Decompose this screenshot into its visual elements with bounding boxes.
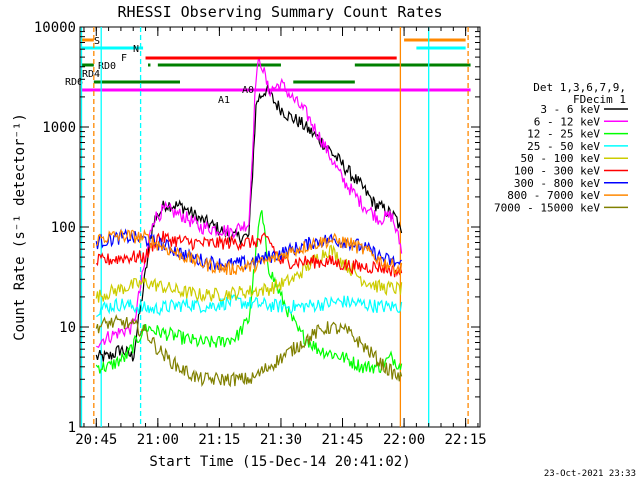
y-tick-label: 100 bbox=[51, 220, 76, 236]
x-tick-label: 21:15 bbox=[198, 432, 240, 448]
legend-label: 300 - 800 keV bbox=[514, 177, 600, 190]
flag-label-rd6: RD6 bbox=[65, 77, 83, 88]
chart-title: RHESSI Observing Summary Count Rates bbox=[117, 3, 442, 21]
x-axis: 20:45 21:00 21:15 21:30 21:45 22:00 22:15 bbox=[75, 27, 487, 448]
series-line-800-7000-kev bbox=[95, 228, 403, 275]
legend-label: 50 - 100 keV bbox=[521, 152, 601, 165]
legend-label: 800 - 7000 keV bbox=[507, 189, 600, 202]
x-tick-label: 22:15 bbox=[445, 432, 487, 448]
x-tick-label: 21:30 bbox=[260, 432, 302, 448]
legend-label: 7000 - 15000 keV bbox=[494, 201, 600, 214]
date-stamp: 23-Oct-2021 23:33 bbox=[544, 469, 636, 479]
vertical-markers bbox=[80, 27, 469, 427]
x-tick-label: 20:45 bbox=[75, 432, 117, 448]
y-tick-label: 10 bbox=[59, 320, 76, 336]
flag-label-rd0: RD0 bbox=[98, 61, 116, 72]
legend-label: 12 - 25 keV bbox=[527, 128, 600, 141]
y-axis: 1 10 100 1000 10000 bbox=[34, 20, 480, 436]
y-tick-label: 1000 bbox=[42, 120, 76, 136]
flag-label-rd4: RD4 bbox=[82, 69, 100, 80]
legend-header: FDecim 1 bbox=[573, 93, 626, 106]
series-line-3-6-kev bbox=[95, 84, 403, 362]
flag-label-a1: A1 bbox=[218, 95, 230, 106]
legend-label: 6 - 12 keV bbox=[534, 115, 601, 128]
flag-label-s: S bbox=[94, 36, 100, 47]
series-line-100-300-kev bbox=[95, 230, 403, 278]
legend-label: 100 - 300 keV bbox=[514, 165, 600, 178]
legend-label: 3 - 6 keV bbox=[540, 103, 600, 116]
series-lines bbox=[95, 59, 403, 388]
x-tick-label: 22:00 bbox=[383, 432, 425, 448]
x-tick-label: 21:45 bbox=[321, 432, 363, 448]
series-line-25-50-kev bbox=[96, 294, 403, 317]
x-tick-label: 21:00 bbox=[137, 432, 179, 448]
legend-label: 25 - 50 keV bbox=[527, 140, 600, 153]
series-line-7000-15000-kev bbox=[95, 314, 403, 388]
y-tick-label: 1 bbox=[68, 420, 76, 436]
flag-label-n: N bbox=[133, 44, 139, 55]
flag-label-a0: A0 bbox=[242, 85, 254, 96]
series-line-50-100-kev bbox=[95, 244, 403, 303]
y-tick-label: 10000 bbox=[34, 20, 76, 36]
flag-label-f: F bbox=[121, 53, 127, 64]
x-axis-label: Start Time (15-Dec-14 20:41:02) bbox=[149, 454, 410, 470]
legend-header: Det 1,3,6,7,9, bbox=[533, 81, 626, 94]
y-axis-label: Count Rate (s⁻¹ detector⁻¹) bbox=[12, 113, 28, 341]
